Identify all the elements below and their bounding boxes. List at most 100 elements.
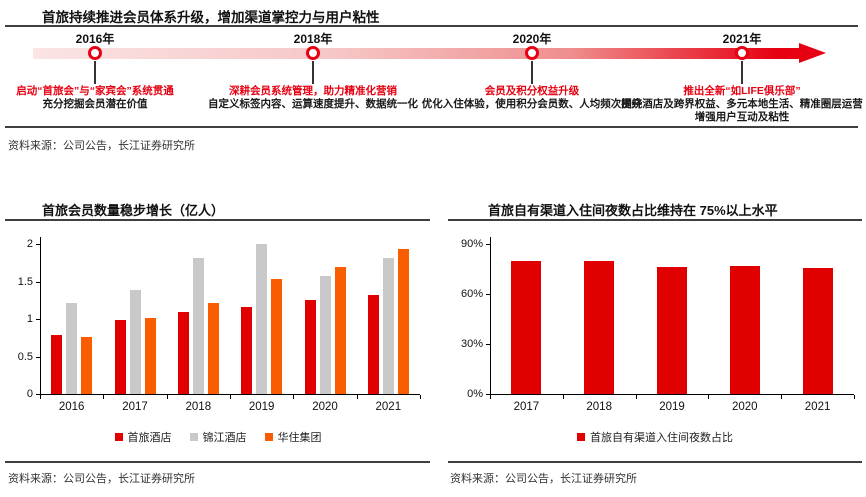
legend-item: 首旅自有渠道入住间夜数占比 [577,429,733,445]
member-count-bar-chart: 0 0.5 1 1.5 2 2016 2017 2018 2019 2020 2021 [8,237,428,417]
milestone-connector [312,61,314,84]
right-chart-title: 首旅自有渠道入住间夜数占比维持在 75%以上水平 [488,203,778,218]
chart-bar [584,260,615,394]
legend-item: 华住集团 [264,429,322,445]
y-axis-tick-label: 0 [26,388,33,400]
x-axis-tick-label: 2017 [513,401,540,413]
milestone-text: 会员及积分权益升级 优化入住体验，使用积分会员数、人均频次提升 [402,85,662,111]
milestone-text: 启动“首旅会”与“家宾会”系统贯通 充分挖掘会员潜在价值 [0,85,225,111]
milestone-headline: 启动“首旅会”与“家宾会”系统贯通 [16,85,174,97]
milestone-detail: 优化入住体验，使用积分会员数、人均频次提升 [421,98,643,110]
milestone-detail: 围绕酒店及跨界权益、多元本地生活、精准圈层运营 [621,98,863,110]
x-tick-mark [635,395,637,399]
x-tick-mark [230,395,231,399]
y-axis-tick-label: 1.5 [17,275,33,288]
x-tick-mark [103,395,105,399]
y-axis-line [40,237,41,394]
milestone-headline: 推出全新“如LIFE俱乐部” [683,85,801,97]
legend-item: 锦江酒店 [189,429,247,445]
legend-swatch-icon [264,433,273,441]
milestone-connector [741,61,743,84]
chart-bar [511,260,542,394]
timeline-arrowhead-icon [799,43,826,63]
timeline-bottom-divider [5,126,858,128]
milestone-circle-icon [305,46,320,60]
y-tick-mark [36,394,40,395]
y-tick-mark [486,394,490,395]
chart-bar [51,334,63,394]
x-tick-mark [420,395,421,399]
x-tick-mark [490,395,491,399]
chart-bar [114,319,126,394]
chart-bar [129,289,141,394]
y-axis-tick-label: 0.5 [17,350,33,363]
chart-bar [319,275,331,394]
chart-bar [207,303,219,394]
milestone-circle-icon [87,46,102,60]
y-tick-mark [486,344,490,345]
title-divider [5,25,858,27]
x-axis-tick-label: 2019 [248,401,275,413]
chart-bar [271,279,283,394]
legend-swatch-icon [114,433,123,441]
left-chart-title: 首旅会员数量稳步增长（亿人） [42,203,225,218]
x-axis-tick-label: 2021 [804,401,831,413]
chart-bar [304,300,316,394]
chart-bar [144,317,156,394]
y-axis-tick-label: 30% [460,338,483,350]
x-tick-mark [562,395,564,399]
chart-bar [81,337,93,394]
x-axis-line [490,394,854,395]
x-axis-tick-label: 2021 [375,401,402,413]
x-tick-mark [40,395,41,399]
milestone-year: 2016年 [75,32,115,46]
y-axis-tick-label: 2 [26,238,33,250]
milestone-circle-icon [524,46,539,60]
milestone-text: 深耕会员系统管理，助力精准化营销 自定义标签内容、运算速度提升、数据统一化 [183,85,443,111]
legend-label: 锦江酒店 [202,432,247,444]
y-tick-mark [486,244,490,245]
chart-bar [334,267,346,394]
milestone-text: 推出全新“如LIFE俱乐部” 围绕酒店及跨界权益、多元本地生活、精准圈层运营 增… [612,85,866,124]
y-axis-tick-label: 0% [467,388,483,400]
right-chart-legend: 首旅自有渠道入住间夜数占比 [448,428,862,446]
y-tick-mark [36,244,40,245]
chart-bar [802,268,833,394]
timeline-gradient-bar [33,48,800,59]
chart-bar [729,265,760,394]
chart-bar [241,307,253,394]
source-note-right-chart: 资料来源：公司公告，长江证券研究所 [450,473,637,485]
milestone-detail: 增强用户互动及粘性 [694,111,790,123]
left-chart-bottom-divider [5,461,430,463]
milestone-year: 2020年 [512,32,552,46]
x-tick-mark [781,395,783,399]
right-chart-bottom-divider [448,461,862,463]
legend-item: 首旅酒店 [114,429,172,445]
own-channel-share-bar-chart: 0% 30% 60% 90% 2017 2018 2019 2020 2021 [448,237,862,417]
x-tick-mark [854,395,855,399]
x-axis-tick-label: 2018 [586,401,612,413]
x-axis-tick-label: 2018 [185,401,212,413]
chart-bar [397,249,409,394]
page-title: 首旅持续推进会员体系升级，增加渠道掌控力与用户粘性 [42,10,380,25]
milestone-year: 2018年 [293,32,333,46]
milestone-circle-icon [734,46,749,60]
milestone-detail: 充分挖掘会员潜在价值 [42,98,148,110]
legend-label: 华住集团 [277,432,322,444]
x-axis-tick-label: 2020 [731,401,758,413]
source-note-left-chart: 资料来源：公司公告，长江证券研究所 [8,473,195,485]
right-chart-title-divider [448,219,862,221]
chart-bar [256,244,268,394]
source-note-timeline: 资料来源：公司公告，长江证券研究所 [8,140,195,152]
y-tick-mark [486,294,490,295]
milestone-connector [94,61,96,84]
milestone-connector [531,61,533,84]
x-tick-mark [708,395,710,399]
x-tick-mark [356,395,358,399]
y-axis-tick-label: 90% [460,238,483,250]
y-axis-tick-label: 1 [26,313,33,325]
left-chart-legend: 首旅酒店 锦江酒店 华住集团 [8,428,428,446]
legend-swatch-icon [577,433,585,441]
left-chart-title-divider [5,219,430,221]
